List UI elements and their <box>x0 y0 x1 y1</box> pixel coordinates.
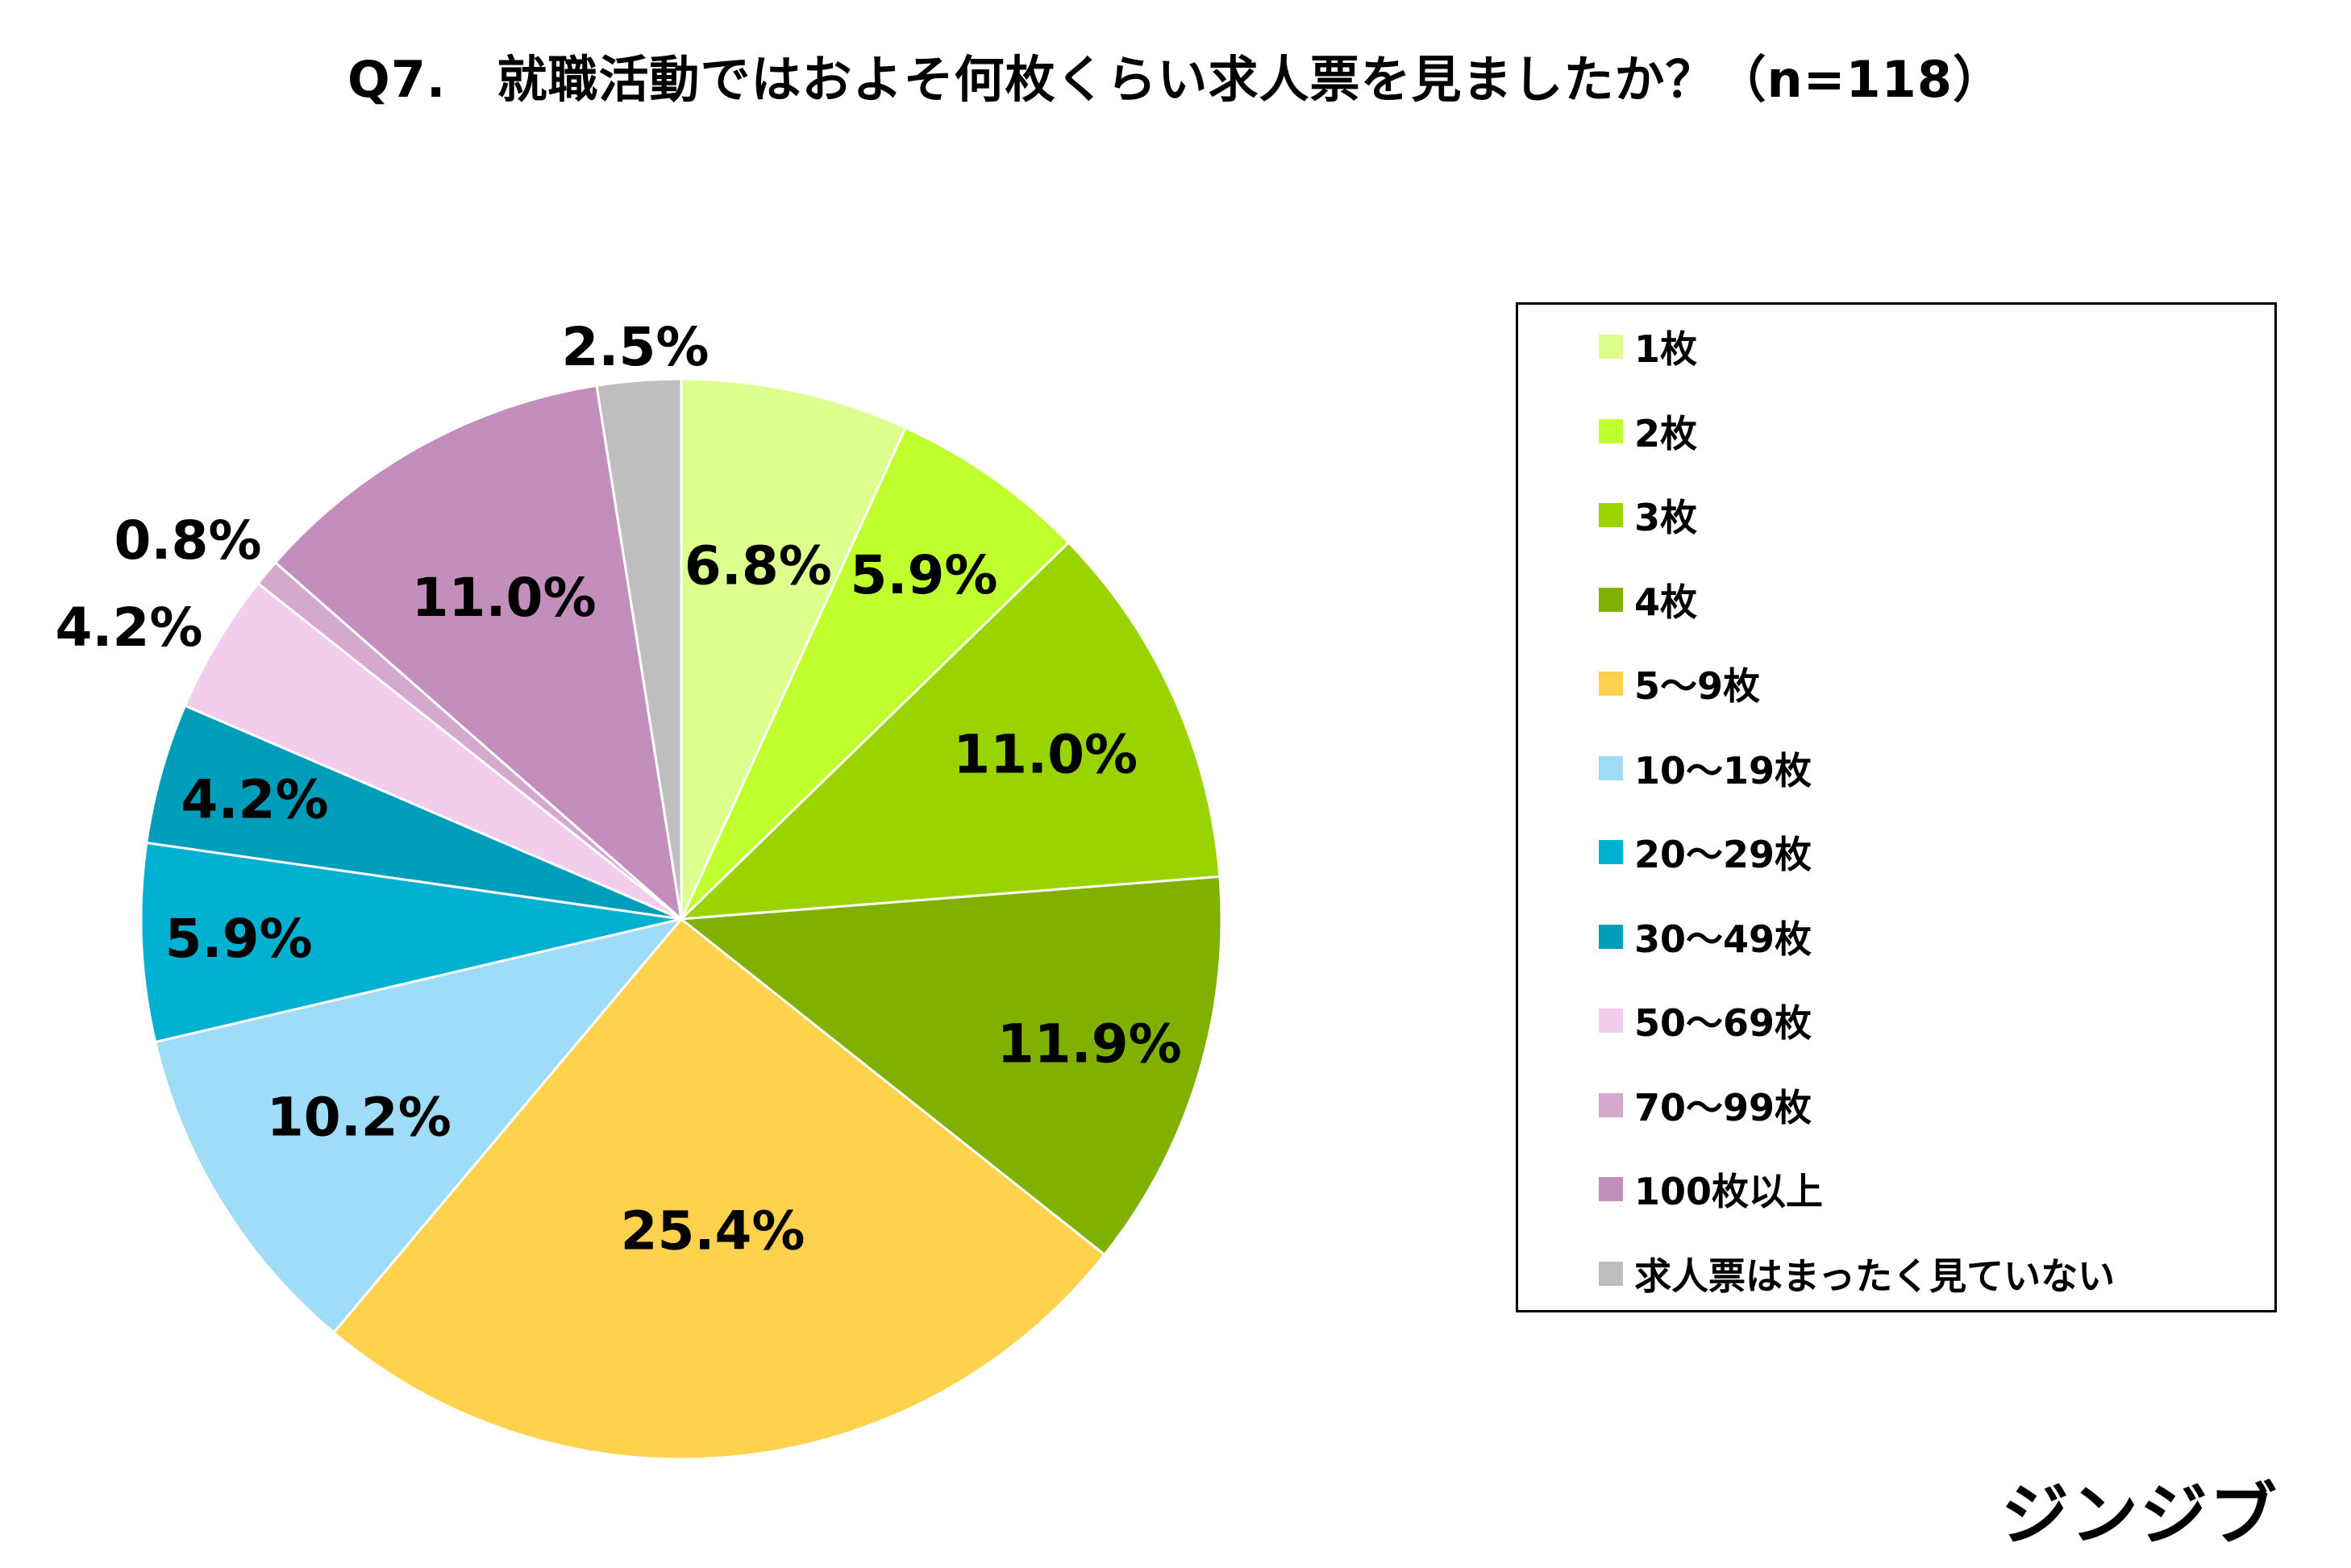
legend-label: 70〜99枚 <box>1634 1085 1812 1129</box>
legend-swatch <box>1599 335 1623 359</box>
pie-slice-7 <box>139 841 682 1044</box>
pie-slice-5 <box>331 917 1107 1461</box>
legend-item: 求人票はまったく見ていない <box>1599 1250 2115 1298</box>
legend-swatch <box>1599 503 1623 527</box>
brand-logo: ジンジブ <box>2000 1475 2278 1554</box>
legend-swatch <box>1599 924 1623 949</box>
data-label-3: 11.0% <box>953 724 1138 786</box>
legend-item: 20〜29枚 <box>1599 828 1812 876</box>
legend-swatch <box>1599 1092 1623 1117</box>
legend-label: 10〜19枚 <box>1634 748 1812 792</box>
pie-slice-1 <box>680 377 908 920</box>
data-label-9: 4.2% <box>55 597 202 659</box>
data-label-10: 0.8% <box>114 509 261 572</box>
legend-item: 70〜99枚 <box>1599 1081 1812 1129</box>
legend-label: 2枚 <box>1634 411 1698 455</box>
data-label-2: 5.9% <box>850 544 997 606</box>
data-label-5: 25.4% <box>621 1200 805 1262</box>
pie-slice-8 <box>145 704 682 921</box>
pie-slice-9 <box>183 581 682 921</box>
pie-slice-6 <box>153 917 685 1335</box>
legend: 1枚 2枚 3枚 4枚 5〜9枚 10〜19枚 20〜29枚 30〜49枚 50〜69枚 70〜9… <box>1516 302 2277 1312</box>
legend-item: 10〜19枚 <box>1599 744 1812 792</box>
pie-slice-2 <box>680 426 1071 921</box>
legend-swatch <box>1599 1261 1623 1286</box>
legend-swatch <box>1599 1177 1623 1201</box>
data-label-12: 2.5% <box>561 316 709 378</box>
legend-label: 1枚 <box>1634 327 1698 371</box>
data-label-6: 10.2% <box>267 1086 451 1148</box>
legend-label: 30〜49枚 <box>1634 917 1812 961</box>
legend-item: 3枚 <box>1599 491 1697 539</box>
chart-title: Q7. 就職活動ではおよそ何枚くらい求人票を見ましたか？（n=118） <box>347 50 2004 109</box>
data-label-8: 4.2% <box>181 768 329 830</box>
data-label-1: 6.8% <box>684 534 832 597</box>
legend-swatch <box>1599 587 1623 612</box>
legend-swatch <box>1599 755 1623 780</box>
legend-item: 1枚 <box>1599 322 1697 371</box>
legend-item: 50〜69枚 <box>1599 996 1812 1045</box>
legend-label: 3枚 <box>1634 496 1698 539</box>
legend-swatch <box>1599 418 1623 443</box>
pie-slice-3 <box>677 540 1221 921</box>
legend-label: 50〜69枚 <box>1634 1001 1812 1045</box>
data-label-11: 11.0% <box>412 567 597 629</box>
pie-labels: 6.8% 5.9% 11.0% 11.9% 25.4% 10.2% 5.9% 4.2% 4.2%… <box>55 316 1181 1262</box>
legend-label: 求人票はまったく見ていない <box>1634 1254 2116 1298</box>
legend-label: 5〜9枚 <box>1634 664 1761 708</box>
legend-swatch <box>1599 840 1623 864</box>
legend-item: 5〜9枚 <box>1599 659 1760 708</box>
legend-item: 4枚 <box>1599 576 1697 624</box>
pie-slice-12 <box>595 377 683 920</box>
data-label-4: 11.9% <box>997 1013 1182 1075</box>
legend-item: 30〜49枚 <box>1599 913 1812 961</box>
legend-item: 2枚 <box>1599 407 1697 455</box>
legend-label: 4枚 <box>1634 580 1698 624</box>
legend-item: 100枚以上 <box>1599 1165 1823 1213</box>
legend-label: 20〜29枚 <box>1634 833 1812 876</box>
legend-swatch <box>1599 1009 1623 1033</box>
legend-label: 100枚以上 <box>1634 1170 1824 1213</box>
pie-slice-11 <box>273 384 684 922</box>
legend-swatch <box>1599 672 1623 696</box>
pie-slice-4 <box>678 875 1223 1257</box>
pie-slices <box>139 377 1223 1461</box>
data-label-7: 5.9% <box>165 908 313 970</box>
